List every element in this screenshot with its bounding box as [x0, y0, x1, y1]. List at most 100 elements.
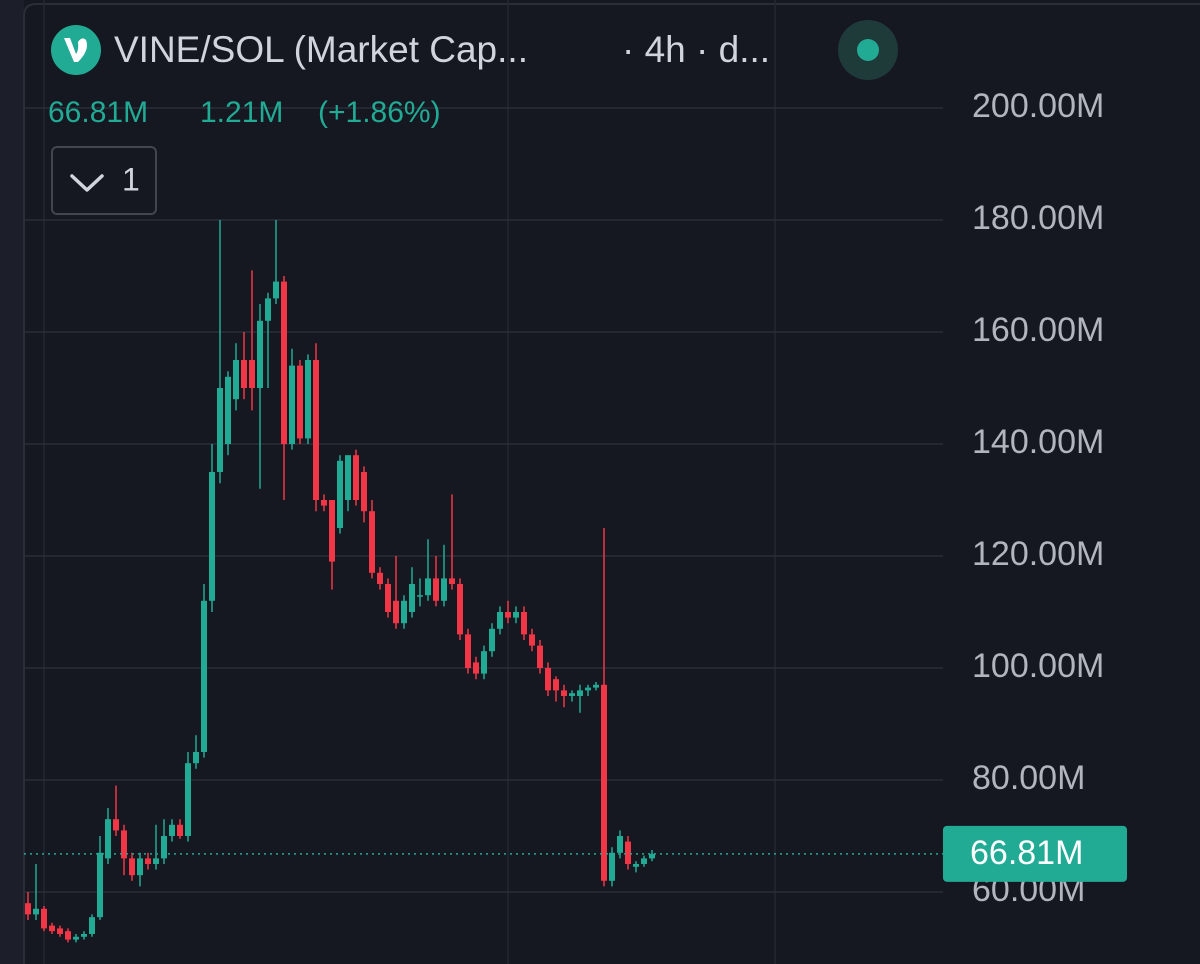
candle-body	[209, 472, 215, 601]
candle-body	[121, 830, 127, 859]
candle-body	[649, 853, 655, 859]
candle-body	[417, 595, 423, 597]
candle-body	[113, 819, 119, 831]
candle-body	[593, 684, 599, 688]
candle-body	[465, 634, 471, 668]
candle-body	[601, 684, 607, 881]
subtitle: · 4h · d...	[622, 29, 770, 70]
candle-body	[401, 600, 407, 624]
candle-body	[73, 936, 79, 940]
y-tick-label: 160.00M	[972, 311, 1104, 349]
candle-body	[257, 320, 263, 389]
candle-body	[497, 611, 503, 629]
candle-body	[577, 690, 583, 696]
candle-body	[633, 863, 639, 867]
candle-body	[169, 824, 175, 836]
candle-body	[609, 852, 615, 881]
candle-body	[313, 360, 319, 501]
candle-body	[521, 611, 527, 635]
candle-body	[441, 578, 447, 601]
candle-body	[545, 667, 551, 691]
status-dot	[857, 39, 879, 61]
candle-body	[217, 388, 223, 473]
candle-body	[273, 281, 279, 299]
candle-body	[241, 360, 247, 389]
candle-body	[585, 687, 591, 691]
candle-body	[537, 645, 543, 668]
indicator-count: 1	[122, 161, 140, 197]
candle-body	[25, 903, 31, 915]
candle-body	[81, 933, 87, 937]
candle-body	[473, 662, 479, 674]
candle-body	[377, 572, 383, 584]
candle-body	[185, 763, 191, 836]
logo	[51, 25, 101, 75]
change: 1.21M	[200, 96, 283, 129]
candle-body	[177, 824, 183, 836]
last-value: 66.81M	[48, 96, 148, 129]
candle-body	[409, 583, 415, 612]
candle-body	[201, 600, 207, 752]
candle-body	[529, 634, 535, 646]
candle-body	[353, 455, 359, 501]
candle-body	[433, 578, 439, 601]
candle-body	[617, 835, 623, 853]
candle-body	[233, 360, 239, 400]
candle-body	[337, 460, 343, 529]
left-panel	[0, 0, 24, 964]
last-price-label: 66.81M	[970, 834, 1083, 872]
chevron-icon	[70, 174, 104, 192]
title: VINE/SOL (Market Cap...	[114, 29, 528, 70]
candle-body	[625, 841, 631, 864]
candle-body	[281, 281, 287, 445]
y-tick-label: 120.00M	[972, 535, 1104, 573]
candle-body	[89, 917, 95, 934]
candle-body	[569, 693, 575, 696]
candle-body	[153, 858, 159, 864]
candle-body	[561, 690, 567, 696]
y-tick-label: 80.00M	[972, 759, 1085, 797]
candle-body	[41, 908, 47, 929]
candle-body	[481, 651, 487, 674]
candle-body	[513, 611, 519, 618]
candle-body	[297, 365, 303, 439]
change-pct: (+1.86%)	[318, 96, 441, 129]
candle-body	[329, 500, 335, 562]
candle-body	[305, 360, 311, 439]
candles	[25, 220, 655, 943]
candle-body	[161, 835, 167, 859]
candle-body	[145, 858, 151, 864]
candle-body	[289, 365, 295, 445]
candle-body	[345, 455, 351, 501]
y-tick-label: 200.00M	[972, 87, 1104, 125]
candle-body	[57, 928, 63, 934]
header: VINE/SOL (Market Cap... · 4h · d... 66.8…	[48, 20, 898, 215]
y-tick-label: 140.00M	[972, 423, 1104, 461]
candle-body	[265, 298, 271, 321]
candle-body	[49, 925, 55, 932]
candle-body	[393, 600, 399, 624]
candle-body	[321, 500, 327, 506]
candle-body	[425, 578, 431, 596]
candle-body	[105, 819, 111, 859]
candle-body	[97, 852, 103, 918]
candle-body	[33, 908, 39, 915]
logo-glyph	[64, 38, 87, 62]
candle-body	[641, 858, 647, 864]
candle-body	[553, 679, 559, 691]
candle-body	[449, 578, 455, 584]
y-tick-label: 100.00M	[972, 647, 1104, 685]
candle-body	[489, 628, 495, 652]
candle-body	[65, 931, 71, 940]
candle-body	[225, 376, 231, 445]
y-tick-label: 180.00M	[972, 199, 1104, 237]
candle-body	[129, 858, 135, 876]
candle-body	[361, 472, 367, 512]
candle-body	[249, 360, 255, 389]
candle-body	[457, 583, 463, 635]
collapse-button[interactable]	[51, 146, 157, 215]
last-price-box	[943, 825, 1127, 882]
candle-body	[193, 751, 199, 764]
